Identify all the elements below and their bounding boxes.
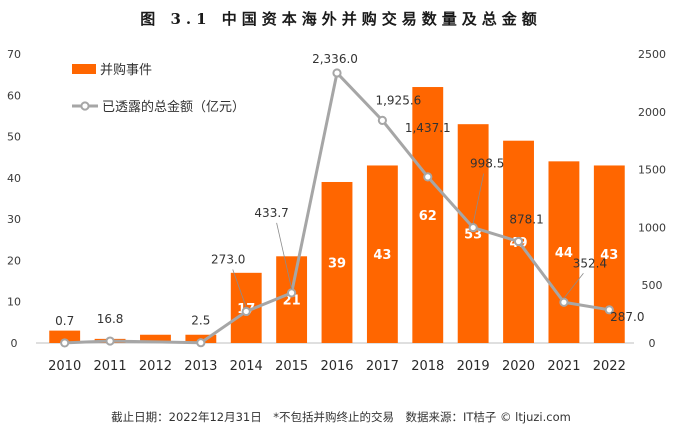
line-point (287, 288, 297, 298)
bar (140, 334, 171, 343)
line-value-label: 287.0 (610, 310, 644, 324)
left-y-tick-label: 0 (11, 337, 18, 350)
line-value-label: 0.7 (55, 314, 74, 328)
x-tick-label: 2022 (593, 359, 626, 374)
right-y-tick-label: 1000 (638, 221, 666, 234)
bar-value-label: 44 (555, 246, 573, 261)
line-point (377, 115, 387, 126)
line-point (604, 305, 614, 315)
label-leader-line (232, 269, 247, 308)
x-tick-label: 2019 (457, 359, 490, 374)
line-value-label: 878.1 (509, 212, 543, 226)
x-tick-label: 2017 (366, 359, 399, 374)
line-value-labels: 0.7 16.8 2.5 273.0 433.7 2,336.0 1,925.6 1,437.… (55, 52, 644, 328)
line-value-label: 352.4 (573, 256, 607, 270)
footer-note: 截止日期：2022年12月31日 *不包括并购终止的交易 数据来源：IT桔子 ©… (111, 410, 571, 424)
line-value-label: 2,336.0 (312, 52, 358, 66)
left-y-tick-label: 10 (7, 296, 21, 309)
line-series (60, 68, 614, 348)
line-value-label: 2.5 (191, 314, 210, 328)
left-y-tick-label: 50 (7, 131, 21, 144)
right-y-axis: 0 500 1000 1500 2000 2500 (638, 48, 666, 350)
bar-value-label: 53 (464, 228, 482, 243)
line-point (196, 338, 206, 348)
x-tick-label: 2010 (48, 359, 81, 374)
legend-bar-swatch (72, 64, 96, 74)
line-path (64, 71, 610, 345)
bar (49, 330, 81, 343)
chart-title: 图 3.1 中国资本海外并购交易数量及总金额 (140, 10, 542, 28)
x-tick-label: 2015 (275, 359, 308, 374)
line-value-label: 1,437.1 (405, 121, 451, 135)
x-tick-label: 2014 (230, 359, 263, 374)
bar (548, 161, 580, 343)
left-y-tick-label: 30 (7, 213, 21, 226)
line-point (423, 172, 433, 182)
right-y-tick-label: 2000 (638, 106, 666, 119)
left-y-tick-label: 70 (7, 48, 21, 61)
bar-value-label: 43 (373, 248, 391, 263)
legend-line-label: 已透露的总金额（亿元） (102, 99, 245, 115)
label-leader-line (472, 173, 485, 224)
bar-value-label: 43 (600, 248, 618, 263)
line-value-label: 433.7 (254, 206, 288, 220)
x-tick-label: 2013 (184, 359, 217, 374)
legend-line-marker (80, 101, 90, 111)
line-value-label: 1,925.6 (375, 93, 421, 107)
line-point (241, 306, 251, 317)
x-tick-label: 2021 (547, 359, 580, 374)
line-point (513, 236, 524, 247)
left-y-axis: 0 10 20 30 40 50 60 70 (7, 48, 21, 350)
line-value-label: 273.0 (211, 252, 245, 266)
x-tick-label: 2012 (139, 359, 172, 374)
line-value-label: 16.8 (97, 312, 124, 326)
line-point (105, 336, 115, 346)
right-y-tick-label: 500 (642, 279, 663, 292)
x-tick-label: 2018 (411, 359, 444, 374)
right-y-tick-label: 1500 (638, 164, 666, 177)
x-axis: 2010 2011 2012 2013 2014 2015 2016 2017 2018 2019… (36, 342, 634, 374)
line-point (559, 297, 569, 307)
bar (412, 87, 444, 344)
left-y-tick-label: 60 (7, 89, 21, 102)
bar (276, 256, 308, 343)
legend-bar-label: 并购事件 (100, 62, 152, 78)
line-point (60, 338, 70, 348)
label-leader-line (276, 222, 293, 289)
x-tick-label: 2011 (94, 359, 127, 374)
bar-value-label: 21 (283, 294, 301, 309)
x-tick-label: 2020 (502, 359, 535, 374)
bar (366, 165, 398, 343)
line-point (332, 68, 342, 78)
bar-value-label: 62 (419, 209, 437, 224)
left-y-tick-label: 20 (7, 254, 21, 267)
line-value-label: 998.5 (470, 157, 504, 171)
right-y-tick-label: 2500 (638, 48, 666, 61)
x-tick-label: 2016 (320, 359, 353, 374)
bar-value-label: 39 (328, 256, 346, 271)
right-y-tick-label: 0 (649, 337, 656, 350)
bar (457, 124, 489, 343)
bar (321, 181, 353, 343)
label-leader-line (563, 273, 584, 299)
line-point (468, 222, 478, 233)
left-y-tick-label: 40 (7, 172, 21, 185)
